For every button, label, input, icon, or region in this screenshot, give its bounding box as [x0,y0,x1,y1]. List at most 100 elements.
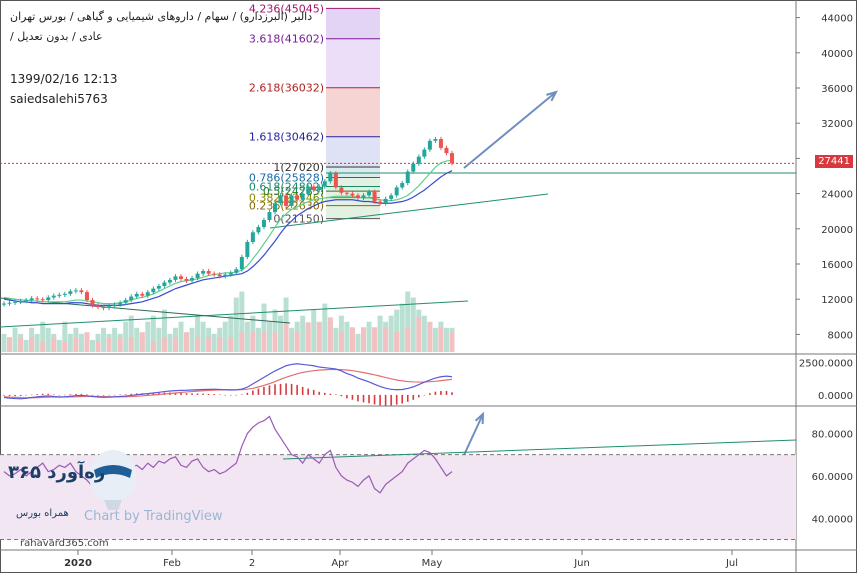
fib-zone-1-1618 [326,136,380,168]
volume-bar-down [117,337,123,352]
volume-bar-up [255,327,261,352]
candle-body [178,276,183,279]
macd-histogram-bar [130,393,133,395]
volume-bar-down [338,332,344,352]
volume-bar-down [73,337,79,352]
fib-level-label: 1(27020) [273,161,324,174]
upward-arrow-price-head [546,90,558,102]
macd-histogram-bar [445,391,448,395]
macd-histogram-bar [451,392,453,395]
volume-bar-up [239,291,245,352]
trendline-long [0,300,469,328]
macd-histogram-bar [362,394,365,403]
volume-bar-up [167,333,173,352]
volume-bar-down [239,332,245,352]
macd-histogram-bar [373,394,376,405]
volume-bar-up [228,315,234,352]
volume-bar-down [305,322,311,352]
fib-level-label: 1.618(30462) [249,131,324,144]
logo-balloon-icon [89,450,137,510]
volume-bar-down [139,332,145,352]
volume-bar-up [189,327,195,352]
macd-histogram-bar [3,394,5,396]
volume-bar-up [261,303,267,352]
candle-body [311,186,316,191]
price-axis-label: 16000 [821,260,853,271]
candle-body [46,297,51,301]
volume-bar-down [349,327,355,352]
candle-body [444,147,449,154]
volume-bar-down [272,332,278,352]
macd-histogram-bar [246,392,249,395]
candle-body [206,271,211,274]
volume-bar-up [311,309,317,352]
rsi-axis-label: 40.0000 [812,514,853,525]
candle-body [344,192,349,194]
candle-body [389,195,394,199]
volume-bar-up [211,333,217,352]
ma-fast-line [3,159,453,305]
price-axis-label: 24000 [821,190,853,201]
volume-bar-up [344,321,350,352]
macd-histogram-bar [119,394,121,396]
logo-brand-text: ره‌آورد ۳۶۵ [8,462,106,483]
volume-bar-down [161,337,167,352]
volume-bar-down [449,332,455,352]
candle-body [300,193,305,200]
volume-bar-up [112,327,118,352]
upward-arrow-rsi-head [474,411,485,425]
rahavard-logo: ره‌آورد ۳۶۵ همراه بورس [6,448,137,532]
candle-body [51,295,56,298]
timestamp: 1399/02/16 12:13 [10,72,118,86]
candle-body [35,298,40,300]
candle-body [2,303,6,305]
macd-histogram-bar [418,394,420,398]
candle-body [438,139,443,148]
macd-histogram-bar [279,383,282,395]
macd-histogram-bar [191,393,193,395]
macd-histogram-bar [30,394,33,396]
macd-histogram-bar [368,394,370,404]
volume-bar-down [228,337,234,352]
candle-body [13,301,18,303]
volume-bar-up [161,309,167,352]
time-axis-label: Jun [573,558,590,569]
candle-body [267,212,272,220]
volume-bar-down [438,327,444,352]
macd-histogram-bar [235,394,238,396]
price-axis-label: 12000 [821,295,853,306]
macd-histogram-bar [429,393,431,395]
volume-bar-down [217,337,223,352]
volume-bar-down [261,332,267,352]
volume-bar-down [128,337,134,352]
volume-bar-up [394,309,400,352]
candle-body [306,186,311,194]
macd-histogram-bar [58,394,61,396]
price-axis-label: 32000 [821,119,853,130]
time-axis-label: 2 [249,558,255,569]
candle-body [317,186,322,191]
volume-bar-down [316,322,322,352]
candle-body [422,149,427,157]
macd-histogram-bar [102,394,105,396]
macd-histogram-bar [218,394,221,396]
macd-histogram-bar [224,394,227,396]
volume-bar-up [45,327,51,352]
candle-body [101,307,106,309]
volume-bar-down [361,327,367,352]
candle-body [112,304,117,307]
volume-bar-down [40,342,46,352]
rsi-trendline [282,439,797,460]
time-axis-label: Apr [331,558,349,569]
macd-histogram-bar [196,393,199,395]
volume-bar-up [40,321,46,352]
volume-bar-up [443,327,449,352]
candle-body [145,292,150,296]
macd-histogram-bar [185,393,188,395]
volume-bar-down [62,342,68,352]
author-name: saiedsalehi5763 [10,92,108,106]
candle-body [184,278,189,281]
rsi-axis-label: 60.0000 [812,472,853,483]
fib-level-label: 2.618(36032) [249,82,324,95]
